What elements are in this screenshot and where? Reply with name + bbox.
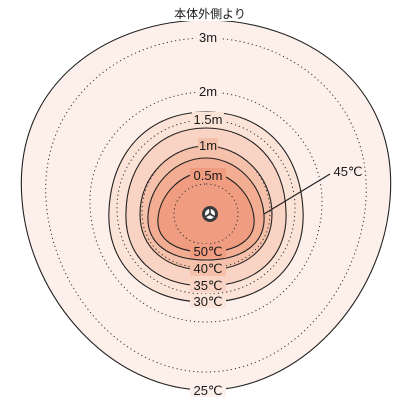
temp-label-30c: 30℃ <box>193 294 222 309</box>
distance-label-0-5m: 0.5m <box>194 168 223 183</box>
temp-label-50c: 50℃ <box>193 244 222 259</box>
temp-label-35c: 35℃ <box>193 278 222 293</box>
distance-ring-2m <box>89 91 323 323</box>
temp-label-45c: 45℃ <box>333 164 362 179</box>
distance-label-1-5m: 1.5m <box>194 112 223 127</box>
temp-label-25c: 25℃ <box>193 383 222 398</box>
heater-icon <box>202 206 218 222</box>
distance-label-2m: 2m <box>199 84 217 99</box>
distance-ring-3m <box>45 37 367 373</box>
temp-label-40c: 40℃ <box>193 261 222 276</box>
distance-label-3m: 3m <box>199 30 217 45</box>
distance-label-1m: 1m <box>199 138 217 153</box>
diagram-title: 本体外側より <box>174 7 246 21</box>
leader-line-45c <box>263 173 331 215</box>
